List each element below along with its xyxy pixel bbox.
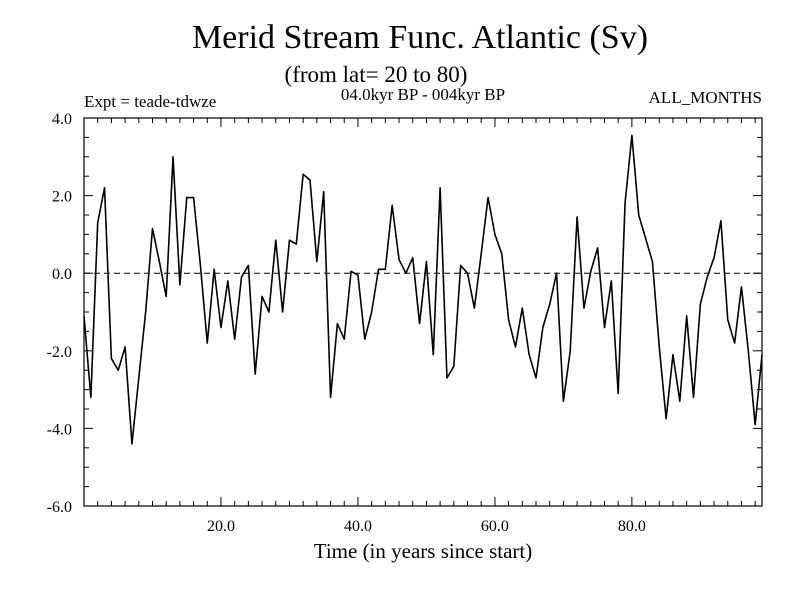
y-tick-label: 0.0 <box>52 266 72 283</box>
data-series-line <box>83 134 763 445</box>
x-tick-label: 40.0 <box>344 518 372 535</box>
x-tick-label: 20.0 <box>207 518 235 535</box>
plot-frame <box>83 117 763 507</box>
y-tick-label: -2.0 <box>47 344 72 361</box>
y-tick-label: -6.0 <box>47 499 72 516</box>
y-tick-label: -4.0 <box>47 421 72 438</box>
x-axis-label: Time (in years since start) <box>314 539 533 563</box>
months-label: ALL_MONTHS <box>649 88 762 107</box>
period-label: 04.0kyr BP - 004kyr BP <box>341 85 505 104</box>
y-tick-label: 2.0 <box>52 189 72 206</box>
expt-label: Expt = teade-tdwze <box>84 92 216 111</box>
chart-subtitle: (from lat= 20 to 80) <box>285 62 468 87</box>
x-tick-label: 60.0 <box>481 518 509 535</box>
y-tick-label: 4.0 <box>52 111 72 128</box>
chart-title: Merid Stream Func. Atlantic (Sv) <box>192 19 648 56</box>
x-axis-ticks <box>97 118 756 506</box>
x-tick-label: 80.0 <box>618 518 646 535</box>
y-axis-ticks <box>84 117 762 507</box>
